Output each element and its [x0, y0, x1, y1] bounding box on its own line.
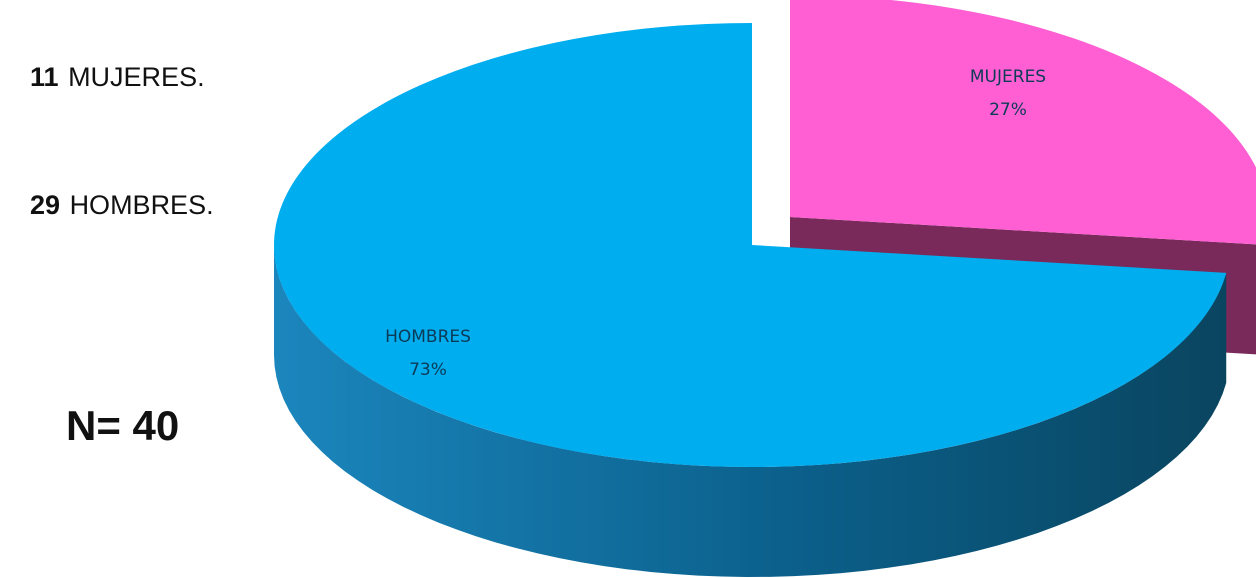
- summary-mujeres: 11 MUJERES.: [30, 62, 205, 93]
- summary-mujeres-label: MUJERES.: [68, 62, 205, 92]
- pie-top-layer: [274, 0, 1256, 467]
- sample-size-value: 40: [132, 402, 180, 449]
- sample-size-prefix: N=: [66, 402, 121, 449]
- sample-size: N= 40: [66, 402, 179, 450]
- summary-hombres-count: 29: [30, 190, 61, 220]
- slice-label-mujeres: MUJERES: [970, 67, 1046, 87]
- slice-value-mujeres: 27%: [989, 100, 1027, 120]
- slice-label-hombres: HOMBRES: [385, 327, 471, 347]
- summary-hombres-label: HOMBRES.: [69, 190, 214, 220]
- slice-mujeres: [790, 0, 1256, 245]
- summary-hombres: 29 HOMBRES.: [30, 190, 214, 221]
- summary-mujeres-count: 11: [30, 62, 59, 92]
- slice-hombres: [274, 23, 1227, 467]
- slice-side-hombres: [274, 245, 1227, 577]
- pie-label-layer: MUJERES 27% HOMBRES 73%: [385, 67, 1046, 380]
- slice-value-hombres: 73%: [409, 360, 447, 380]
